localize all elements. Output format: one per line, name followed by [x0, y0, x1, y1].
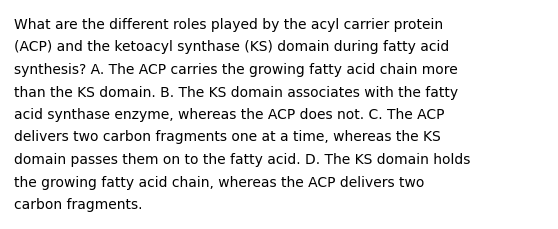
- Text: than the KS domain. B. The KS domain associates with the fatty: than the KS domain. B. The KS domain ass…: [14, 85, 458, 99]
- Text: What are the different roles played by the acyl carrier protein: What are the different roles played by t…: [14, 18, 443, 32]
- Text: the growing fatty acid chain, whereas the ACP delivers two: the growing fatty acid chain, whereas th…: [14, 175, 425, 189]
- Text: delivers two carbon fragments one at a time, whereas the KS: delivers two carbon fragments one at a t…: [14, 130, 441, 144]
- Text: (ACP) and the ketoacyl synthase (KS) domain during fatty acid: (ACP) and the ketoacyl synthase (KS) dom…: [14, 40, 449, 54]
- Text: domain passes them on to the fatty acid. D. The KS domain holds: domain passes them on to the fatty acid.…: [14, 152, 470, 166]
- Text: synthesis? A. The ACP carries the growing fatty acid chain more: synthesis? A. The ACP carries the growin…: [14, 63, 458, 77]
- Text: acid synthase enzyme, whereas the ACP does not. C. The ACP: acid synthase enzyme, whereas the ACP do…: [14, 108, 445, 121]
- Text: carbon fragments.: carbon fragments.: [14, 197, 142, 211]
